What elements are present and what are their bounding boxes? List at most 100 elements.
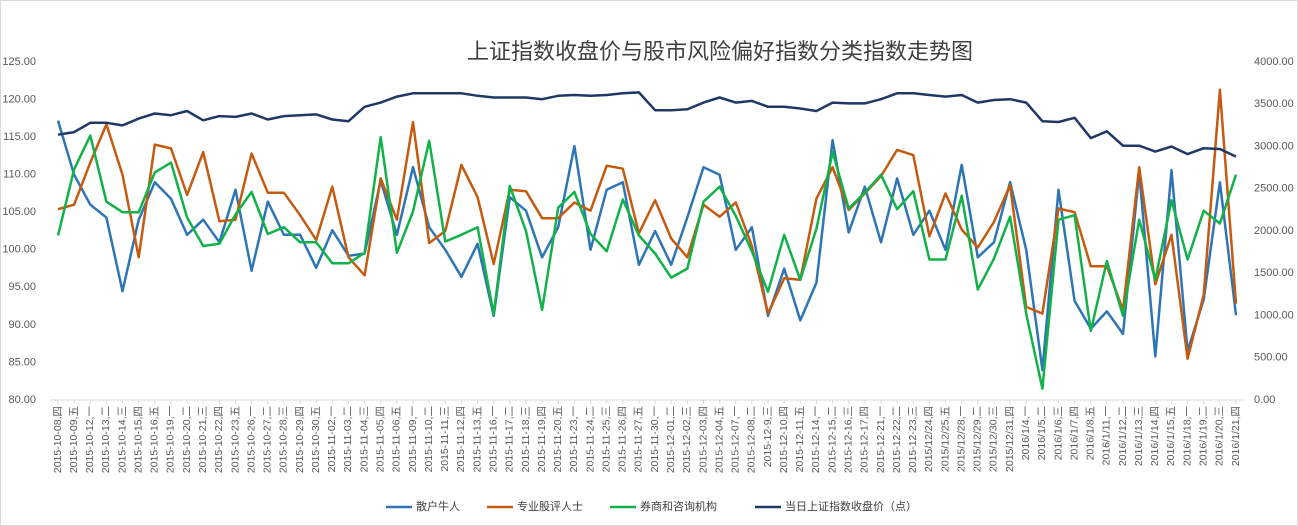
legend-label: 散户牛人 bbox=[416, 499, 460, 513]
x-tick-label: 2015/12/31,四 bbox=[1004, 406, 1016, 472]
y-tick-label: 90.00 bbox=[8, 319, 36, 331]
x-tick-label: 2016/1/4,一 bbox=[1020, 406, 1032, 461]
x-tick-label: 2016/1/18,一 bbox=[1181, 406, 1193, 467]
x-tick-label: 2015-12-11,五 bbox=[794, 406, 806, 472]
x-tick-label: 2015-11-26,四 bbox=[617, 406, 629, 472]
x-tick-label: 2015-12-15,二 bbox=[826, 406, 838, 473]
x-tick-label: 2016/1/12,二 bbox=[1117, 406, 1129, 466]
x-tick-label: 2015-11-24,二 bbox=[584, 406, 596, 472]
x-tick-label: 2015-12-10,四 bbox=[778, 406, 790, 473]
x-tick-label: 2015-11-23,一 bbox=[568, 406, 580, 473]
x-tick-label: 2015-11-12,四 bbox=[455, 406, 467, 472]
x-tick-label: 2015-12-17,四 bbox=[859, 406, 871, 473]
x-tick-label: 2015-10-09,五 bbox=[68, 406, 80, 473]
x-tick-label: 2015-12-02,三 bbox=[681, 406, 693, 473]
x-tick-label: 2015-11-17,二 bbox=[504, 406, 516, 472]
x-tick-label: 2015-12-08,二 bbox=[746, 406, 758, 473]
x-tick-label: 2015-11-18,三 bbox=[520, 406, 532, 472]
series-line bbox=[56, 120, 1238, 372]
x-tick-label: 2015-10-27,二 bbox=[262, 406, 274, 473]
y-tick-label: 110.00 bbox=[3, 169, 36, 181]
x-tick-label: 2015-12-9,三 bbox=[762, 406, 774, 467]
x-tick-label: 2015-10-14,三 bbox=[116, 406, 128, 473]
y-tick-label: 125.00 bbox=[2, 56, 36, 68]
y2-tick-label: 2000.00 bbox=[1254, 225, 1294, 237]
x-tick-label: 2015-10-20,二 bbox=[181, 406, 193, 473]
x-tick-label: 2015-12-22,二 bbox=[891, 406, 903, 473]
x-tick-label: 2015/12/28,一 bbox=[955, 406, 967, 472]
x-tick-label: 2015-10-19,一 bbox=[165, 406, 177, 474]
x-tick-label: 2016/1/13,三 bbox=[1133, 406, 1145, 466]
y-tick-label: 85.00 bbox=[8, 356, 36, 368]
series-line bbox=[57, 88, 1238, 360]
x-tick-label: 2015-10-22,四 bbox=[213, 406, 225, 473]
x-tick-label: 2016/1/7,四 bbox=[1068, 406, 1080, 460]
x-tick-label: 2015-11-06,五 bbox=[391, 406, 403, 472]
x-tick-label: 2016/1/21,四 bbox=[1230, 406, 1242, 466]
x-tick-label: 2015-11-04,三 bbox=[358, 406, 370, 472]
x-tick-label: 2016/1/11,一 bbox=[1101, 406, 1113, 466]
x-tick-label: 2015/12/29,二 bbox=[972, 406, 984, 472]
y2-tick-label: 500.00 bbox=[1254, 352, 1288, 364]
x-tick-label: 2015-11-09,一 bbox=[407, 406, 419, 473]
x-tick-label: 2015-12-14,一 bbox=[810, 406, 822, 474]
x-tick-label: 2015-12-07,一 bbox=[730, 406, 742, 474]
y-tick-label: 120.00 bbox=[2, 93, 36, 105]
y2-tick-label: 3000.00 bbox=[1254, 140, 1294, 152]
y2-tick-label: 3500.00 bbox=[1254, 98, 1294, 110]
y-tick-label: 100.00 bbox=[2, 244, 36, 256]
x-tick-label: 2015-11-25,三 bbox=[600, 406, 612, 472]
x-tick-label: 2015-11-16,一 bbox=[487, 406, 499, 473]
x-tick-label: 2015-11-03,二 bbox=[342, 406, 354, 472]
x-tick-label: 2015/12/30,三 bbox=[988, 406, 1000, 472]
y2-tick-label: 2500.00 bbox=[1254, 183, 1294, 195]
x-tick-label: 2015-10-08,四 bbox=[52, 406, 64, 473]
x-tick-label: 2015-12-01,二 bbox=[665, 406, 677, 473]
x-tick-label: 2015-12-03,四 bbox=[697, 406, 709, 473]
x-tick-label: 2015-11-19,四 bbox=[536, 406, 548, 472]
x-tick-label: 2015/12/24,四 bbox=[923, 406, 935, 472]
x-tick-label: 2015-11-27,五 bbox=[633, 406, 645, 472]
x-tick-label: 2016/1/6,三 bbox=[1052, 406, 1064, 460]
series-line bbox=[56, 134, 1238, 390]
x-tick-label: 2016/1/20,三 bbox=[1214, 406, 1226, 466]
x-tick-label: 2015-10-30,五 bbox=[310, 406, 322, 473]
y-tick-label: 115.00 bbox=[3, 131, 36, 143]
x-tick-label: 2016/1/8,五 bbox=[1085, 406, 1097, 460]
y-tick-label: 105.00 bbox=[2, 206, 36, 218]
y2-tick-label: 0.00 bbox=[1254, 394, 1275, 406]
x-tick-label: 2016/1/14,四 bbox=[1149, 406, 1161, 466]
x-tick-label: 2015-11-05,四 bbox=[375, 406, 387, 472]
y2-tick-label: 1500.00 bbox=[1254, 267, 1294, 279]
x-tick-label: 2015-11-10,二 bbox=[423, 406, 435, 472]
series-line bbox=[57, 91, 1237, 158]
x-tick-label: 2015-12-04,五 bbox=[713, 406, 725, 473]
x-tick-label: 2016/1/5,二 bbox=[1036, 406, 1048, 460]
x-tick-label: 2015-10-16,五 bbox=[149, 406, 161, 473]
legend-label: 专业股评人士 bbox=[517, 499, 583, 513]
x-tick-label: 2015-10-15,四 bbox=[132, 406, 144, 473]
legend-label: 券商和咨询机构 bbox=[640, 499, 717, 513]
legend-label: 当日上证指数收盘价（点） bbox=[785, 499, 917, 513]
x-tick-label: 2016/1/19,二 bbox=[1198, 406, 1210, 466]
x-tick-label: 2015-11-30,一 bbox=[649, 406, 661, 473]
x-tick-label: 2015-10-23,五 bbox=[229, 406, 241, 473]
x-tick-label: 2015-10-29,四 bbox=[294, 406, 306, 473]
y-tick-label: 80.00 bbox=[8, 394, 36, 406]
chart-title: 上证指数收盘价与股市风险偏好指数分类指数走势图 bbox=[467, 39, 973, 64]
x-tick-label: 2015-11-20,五 bbox=[552, 406, 564, 472]
y2-tick-label: 4000.00 bbox=[1254, 56, 1294, 68]
x-tick-label: 2015-12-16,三 bbox=[842, 406, 854, 473]
x-tick-label: 2015-12-23,三 bbox=[907, 406, 919, 473]
x-tick-label: 2015-11-11,三 bbox=[439, 406, 451, 472]
y2-tick-label: 1000.00 bbox=[1254, 309, 1294, 321]
x-tick-label: 2015-10-13,二 bbox=[100, 406, 112, 473]
x-tick-label: 2015-10-21,三 bbox=[197, 406, 209, 473]
x-tick-label: 2016/1/15,五 bbox=[1165, 406, 1177, 466]
x-tick-label: 2015-10-12,一 bbox=[84, 406, 96, 474]
x-tick-label: 2015/12/25,五 bbox=[939, 406, 951, 472]
x-tick-label: 2015-10-28,三 bbox=[278, 406, 290, 473]
x-tick-label: 2015-11-02,一 bbox=[326, 406, 338, 473]
x-tick-label: 2015-10-26,一 bbox=[245, 406, 257, 474]
